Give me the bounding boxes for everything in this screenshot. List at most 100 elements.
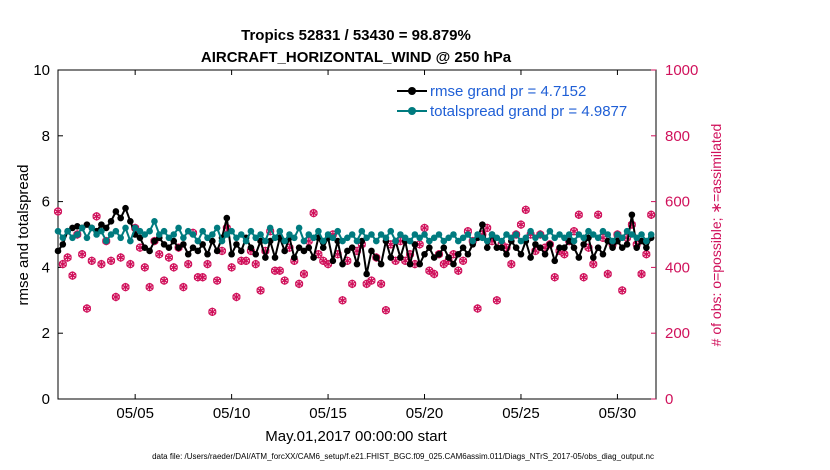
spread-point (401, 234, 409, 242)
spread-point (348, 231, 356, 238)
spread-point (339, 237, 346, 245)
spread-point (218, 237, 226, 245)
spread-point (305, 231, 313, 238)
spread-point (368, 231, 375, 238)
x-tick-label: 05/10 (213, 405, 251, 422)
obs-assimilated-marker (299, 269, 308, 279)
obs-assimilated-marker (107, 256, 116, 265)
rmse-point (165, 244, 173, 251)
rmse-point (329, 257, 337, 265)
spread-point (131, 224, 139, 232)
rmse-point (223, 214, 231, 222)
spread-point (276, 227, 284, 235)
rmse-point (406, 260, 414, 268)
rmse-point (575, 254, 583, 261)
spread-point (426, 237, 433, 245)
spread-point (382, 234, 390, 242)
rmse-point (310, 254, 317, 261)
rmse-point (257, 237, 264, 245)
chart-title-line2: AIRCRAFT_HORIZONTAL_WIND @ 250 hPa (201, 49, 512, 66)
obs-assimilated-marker (68, 271, 77, 280)
spread-point (127, 237, 134, 245)
y-axis-label-right: # of obs: o=possible; ∗=assimilated (708, 124, 724, 347)
obs-assimilated-marker (420, 223, 429, 233)
rmse-point (623, 241, 631, 248)
rmse-point (618, 244, 626, 251)
obs-assimilated-marker (232, 292, 241, 302)
spread-point (151, 218, 158, 225)
y-right-tick-label: 0 (665, 391, 673, 408)
spread-point (440, 237, 448, 245)
spread-point (170, 231, 178, 238)
legend: rmse grand pr = 4.7152 totalspread grand… (395, 78, 653, 122)
spread-point (503, 231, 510, 238)
rmse-point (536, 244, 544, 251)
x-tick-label: 05/25 (502, 405, 540, 422)
spread-point (363, 234, 370, 242)
rmse-point (546, 241, 554, 248)
rmse-point (353, 260, 361, 268)
spread-point (54, 227, 62, 235)
spread-point (310, 234, 317, 242)
obs-assimilated-marker (430, 269, 439, 279)
rmse-point (454, 250, 462, 258)
spread-point (527, 227, 534, 235)
spread-point (228, 227, 235, 235)
rmse-point (580, 241, 587, 248)
rmse-point (54, 247, 62, 255)
rmse-point (426, 244, 433, 251)
spread-point (479, 234, 486, 242)
spread-point (64, 227, 71, 235)
spread-point (570, 237, 578, 245)
spread-point (329, 234, 337, 242)
spread-point (474, 231, 481, 238)
rmse-point (527, 254, 534, 261)
rmse-point (561, 244, 568, 251)
obs-assimilated-marker (169, 263, 178, 272)
obs-assimilated-marker (111, 292, 120, 302)
rmse-point (421, 250, 428, 258)
x-tick-label: 05/30 (599, 405, 637, 422)
obs-assimilated-marker (459, 256, 468, 265)
spread-point (541, 234, 549, 242)
rmse-point (459, 244, 467, 251)
spread-point (98, 227, 105, 235)
spread-point (392, 237, 399, 245)
spread-point (421, 231, 428, 238)
rmse-point (368, 247, 375, 255)
obs-assimilated-marker (560, 250, 569, 259)
y-right-tick-label: 200 (665, 325, 690, 342)
chart-title-line1: Tropics 52831 / 53430 = 98.879% (241, 27, 471, 44)
spread-point (647, 231, 655, 238)
rmse-point (479, 221, 486, 228)
x-tick-label: 05/15 (309, 405, 347, 422)
obs-assimilated-marker (251, 259, 260, 269)
rmse-point (136, 234, 144, 242)
spread-point (160, 227, 168, 235)
rmse-point (247, 244, 255, 251)
rmse-point (445, 254, 452, 261)
rmse-point (585, 234, 592, 242)
rmse-point (141, 244, 149, 251)
rmse-point (233, 241, 240, 248)
spread-point (223, 231, 231, 238)
spread-point (59, 234, 67, 242)
spread-point (252, 234, 260, 242)
rmse-point (146, 247, 153, 255)
rmse-point (397, 254, 404, 261)
legend-rmse-marker (408, 87, 416, 95)
spread-point (184, 227, 192, 235)
spread-point (344, 234, 351, 242)
rmse-point (503, 250, 510, 258)
obs-assimilated-marker (521, 205, 530, 214)
spread-point (281, 237, 288, 245)
spread-point (300, 237, 308, 245)
spread-point (512, 231, 520, 238)
rmse-point (570, 244, 578, 251)
obs-assimilated-marker (618, 286, 627, 295)
spread-point (209, 231, 216, 238)
obs-assimilated-marker (121, 282, 130, 292)
spread-point (536, 231, 544, 238)
spread-point (561, 234, 568, 242)
